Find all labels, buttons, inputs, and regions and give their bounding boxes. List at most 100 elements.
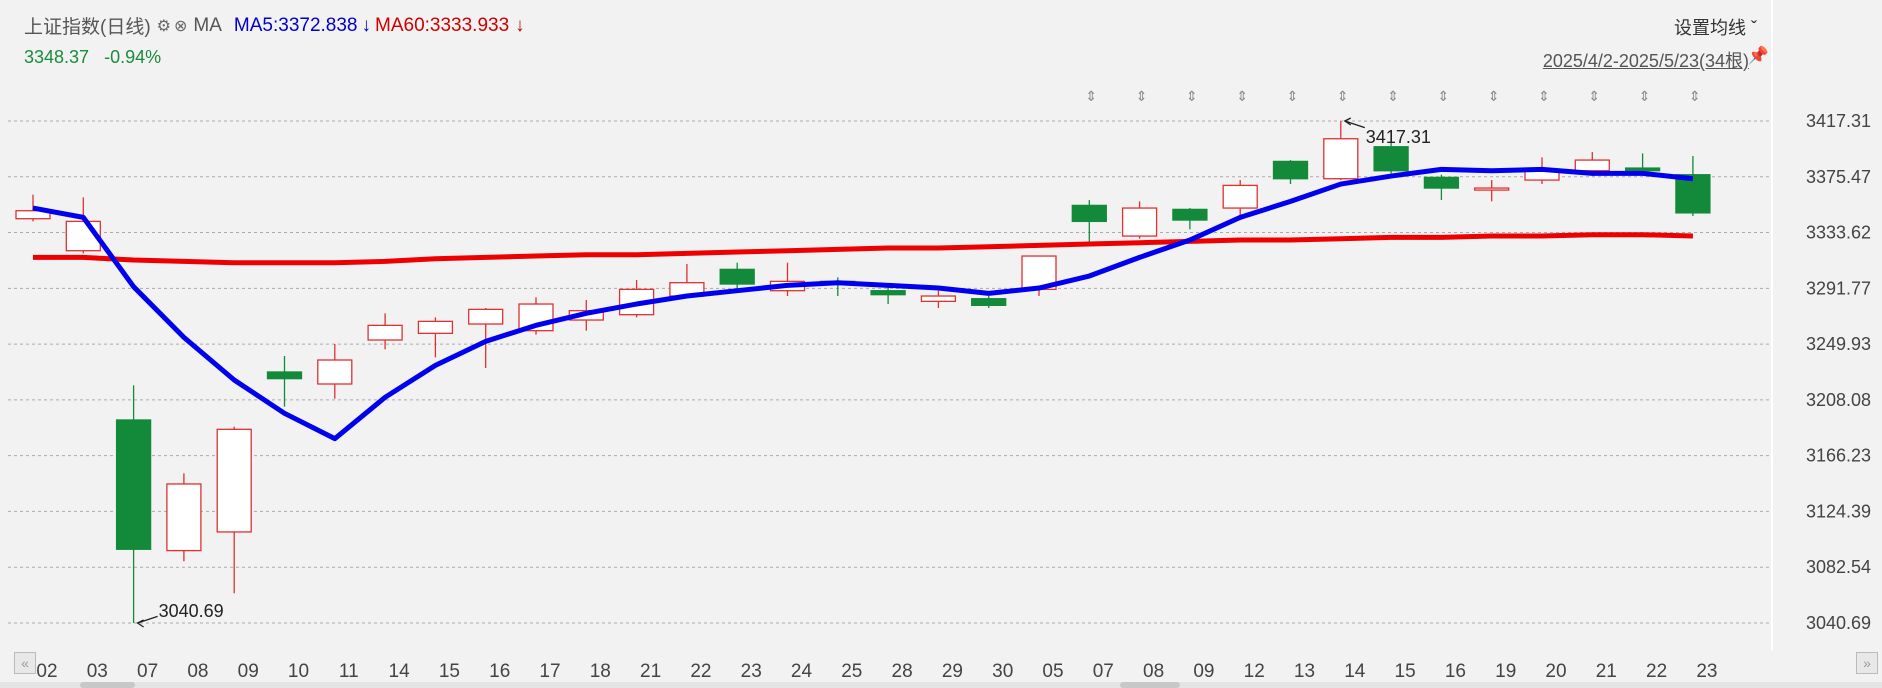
- gear-icon[interactable]: ⚙: [156, 17, 171, 35]
- current-price: 3348.37: [24, 47, 90, 67]
- price-change: -0.94%: [104, 47, 162, 67]
- candle: [1323, 121, 1359, 181]
- candle-body: [468, 308, 504, 325]
- candle-body: [216, 428, 252, 533]
- y-tick-label: 3082.54: [1806, 557, 1871, 577]
- y-tick-label: 3333.62: [1806, 223, 1871, 243]
- candle-body: [1474, 187, 1510, 191]
- date-range[interactable]: 2025/4/2-2025/5/23(34根): [1542, 51, 1749, 71]
- scroll-left-button[interactable]: «: [14, 652, 36, 674]
- candle: [1272, 160, 1309, 185]
- candle: [820, 277, 856, 297]
- ma5-value: MA5:3372.838: [233, 14, 358, 36]
- price-row: 3348.37 -0.94%: [24, 47, 161, 68]
- chart-header: 上证指数(日线) ⚙ ⊗ MA MA5:3372.838 ↓ MA60:3333…: [0, 0, 1882, 72]
- candle: [1373, 142, 1409, 174]
- set-ma-button[interactable]: 设置均线 ˇ: [1674, 14, 1757, 40]
- scrollbar-thumb-secondary[interactable]: [1120, 682, 1180, 688]
- candle-body: [1222, 184, 1258, 209]
- index-name: 上证指数(日线): [24, 17, 151, 38]
- event-marker-icon: ⇕: [1488, 89, 1500, 105]
- event-marker-icon: ⇕: [1438, 89, 1450, 105]
- candle-body: [166, 483, 202, 552]
- scrollbar[interactable]: [0, 682, 1882, 688]
- candle-body: [115, 419, 152, 550]
- x-tick-label: 07: [1093, 661, 1114, 682]
- x-tick-label: 21: [640, 661, 661, 682]
- x-tick-label: 05: [1042, 661, 1063, 682]
- candle: [1474, 180, 1510, 202]
- candle-body: [1675, 174, 1711, 214]
- candle-body: [15, 210, 51, 220]
- title-row: 上证指数(日线) ⚙ ⊗ MA MA5:3372.838 ↓ MA60:3333…: [24, 12, 525, 39]
- candle: [468, 308, 504, 369]
- y-tick-label: 3166.23: [1806, 446, 1871, 466]
- event-marker-icon: ⇕: [1538, 89, 1550, 105]
- candle: [1423, 174, 1460, 201]
- candle-body: [1373, 146, 1409, 172]
- ma-label[interactable]: MA: [193, 14, 222, 36]
- annotation-arrowhead: [136, 619, 144, 628]
- candle-body: [719, 268, 755, 285]
- candle-body: [1574, 159, 1610, 172]
- annotation-arrowhead: [1343, 117, 1352, 126]
- candle: [518, 297, 554, 335]
- x-tick-label: 25: [841, 661, 862, 682]
- x-tick-label: 16: [1445, 661, 1466, 682]
- x-tick-label: 15: [439, 661, 460, 682]
- scroll-right-button[interactable]: »: [1856, 652, 1878, 674]
- event-marker-icon: ⇕: [1588, 89, 1600, 105]
- candle-body: [1121, 207, 1158, 237]
- scrollbar-thumb[interactable]: [80, 682, 135, 688]
- ma60-down-arrow-icon: ↓: [515, 14, 525, 36]
- x-tick-label: 16: [489, 661, 510, 682]
- candle-body: [417, 320, 454, 334]
- y-tick-label: 3208.08: [1806, 390, 1871, 410]
- candle-body: [367, 324, 403, 341]
- x-tick-label: 22: [690, 661, 711, 682]
- x-tick-label: 23: [741, 661, 762, 682]
- x-tick-label: 10: [288, 661, 309, 682]
- candle-body: [1423, 176, 1460, 189]
- candle: [920, 290, 957, 309]
- close-circle-icon[interactable]: ⊗: [174, 17, 188, 35]
- x-tick-label: 15: [1395, 661, 1416, 682]
- candle: [1222, 180, 1258, 221]
- x-tick-label: 29: [942, 661, 963, 682]
- extreme-annotation: 3417.31: [1343, 117, 1431, 147]
- x-tick-label: 17: [539, 661, 560, 682]
- x-tick-label: 23: [1696, 661, 1717, 682]
- annotation-arrow: [1344, 120, 1366, 129]
- candle-body: [870, 290, 906, 296]
- event-markers: ⇕ ⇕ ⇕ ⇕ ⇕ ⇕ ⇕ ⇕ ⇕ ⇕ ⇕ ⇕ ⇕: [1085, 89, 1700, 105]
- candle-body: [971, 298, 1007, 307]
- candle: [115, 385, 152, 623]
- annotations: 3417.31 3040.69: [136, 117, 1431, 628]
- candle: [166, 473, 202, 562]
- candle: [65, 197, 101, 254]
- annotation-label: 3040.69: [159, 601, 224, 621]
- candle: [367, 313, 403, 350]
- candle-body: [1323, 138, 1359, 180]
- event-marker-icon: ⇕: [1689, 89, 1701, 105]
- candle: [870, 284, 906, 305]
- candle: [769, 262, 806, 297]
- x-tick-label: 24: [791, 661, 813, 682]
- candle: [266, 356, 303, 407]
- grid-lines: [8, 120, 1772, 624]
- candle: [317, 344, 353, 399]
- x-axis: 02 03 07 08 09 10 11 14 15 16 17 18 21 22 23 24 25 28 29 30…: [36, 661, 1717, 682]
- y-tick-label: 3375.47: [1806, 167, 1871, 187]
- candle-body: [518, 303, 554, 332]
- x-tick-label: 20: [1545, 661, 1566, 682]
- event-marker-icon: ⇕: [1085, 89, 1097, 105]
- x-tick-label: 18: [590, 661, 611, 682]
- x-tick-label: 02: [36, 661, 57, 682]
- event-marker-icon: ⇕: [1236, 89, 1248, 105]
- candle: [216, 426, 252, 594]
- pin-icon[interactable]: 📌: [1747, 46, 1769, 65]
- chevron-down-icon: ˇ: [1751, 18, 1757, 38]
- candle-body: [1172, 208, 1208, 221]
- x-tick-label: 03: [87, 661, 108, 682]
